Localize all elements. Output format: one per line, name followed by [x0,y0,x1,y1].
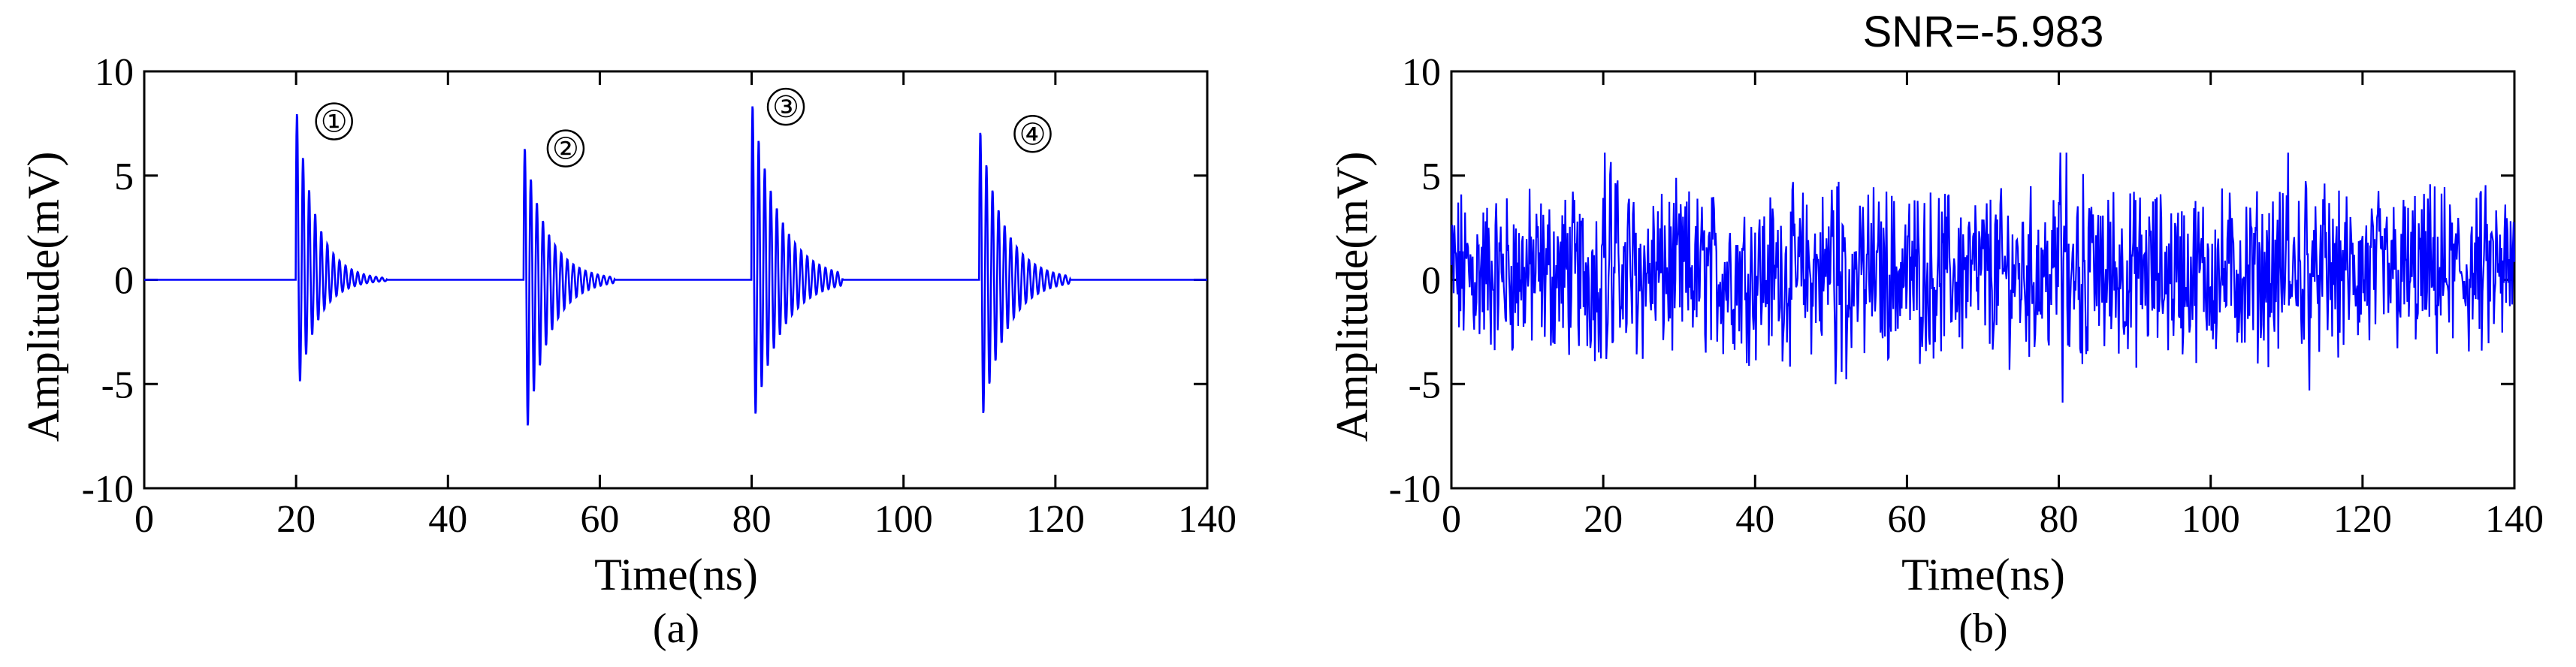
x-tick-label-b: 140 [2485,498,2544,541]
panel-label-a: (a) [653,605,699,652]
x-tick-label-a: 60 [580,498,619,541]
x-axis-label-a: Time(ns) [594,550,758,599]
x-axis-label-b: Time(ns) [1901,550,2065,599]
x-tick-label-a: 40 [428,498,467,541]
pulse-annotation-circle-1 [315,102,353,140]
y-tick-label-b: -5 [1409,364,1441,406]
x-tick-label-b: 0 [1442,498,1461,541]
x-tick-label-a: 0 [134,498,154,541]
pulse-annotation-label-3: ③ [772,90,799,124]
x-tick-label-a: 140 [1178,498,1237,541]
pulse-annotation-circle-3 [766,87,805,126]
pulse-annotation-label-2: ② [552,132,579,166]
chart-title-b: SNR=-5.983 [1863,8,2104,56]
x-tick-label-a: 20 [276,498,316,541]
pulse-annotation-circle-2 [546,129,585,168]
x-tick-label-b: 60 [1887,498,1926,541]
y-tick-label-b: 0 [1421,260,1441,303]
x-tick-label-b: 80 [2040,498,2079,541]
panel-label-b: (b) [1958,605,2007,652]
x-tick-label-b: 100 [2182,498,2240,541]
x-tick-label-b: 20 [1584,498,1623,541]
y-tick-label-b: 5 [1421,155,1441,198]
y-tick-label-a: 5 [114,155,134,198]
y-tick-label-a: 0 [114,260,134,303]
x-tick-label-a: 80 [732,498,772,541]
y-tick-label-b: -10 [1389,468,1441,511]
y-tick-label-a: -10 [82,468,134,511]
x-tick-label-a: 120 [1026,498,1085,541]
panel-a: 0 20 40 60 80 100 120 140 -10 -5 0 5 10 ① ② ③ ④ Amplitud… [19,51,1237,652]
plot-area-a: 0 20 40 60 80 100 120 140 -10 -5 0 5 10 ① ② ③ ④ [82,51,1237,541]
y-tick-label-b: 10 [1402,51,1441,94]
pulse-annotation-label-1: ① [321,105,348,139]
panel-b: 0 20 40 60 80 100 120 140 -10 -5 0 5 10 SNR=-5.983 A… [1327,8,2544,652]
plot-area-b: 0 20 40 60 80 100 120 140 -10 -5 0 5 10 [1389,51,2544,541]
signal-line-a [144,106,1207,426]
y-axis-label-b: Amplitude(mV) [1327,152,1377,442]
x-tick-label-b: 40 [1735,498,1774,541]
x-tick-label-a: 100 [874,498,933,541]
y-axis-label-a: Amplitude(mV) [19,152,68,442]
pulse-annotation-label-4: ④ [1019,117,1046,151]
pulse-annotation-circle-4 [1013,115,1052,153]
signal-line-b [1450,152,2516,403]
y-tick-label-a: 10 [95,51,134,94]
y-tick-label-a: -5 [101,364,134,406]
x-tick-label-b: 120 [2333,498,2392,541]
